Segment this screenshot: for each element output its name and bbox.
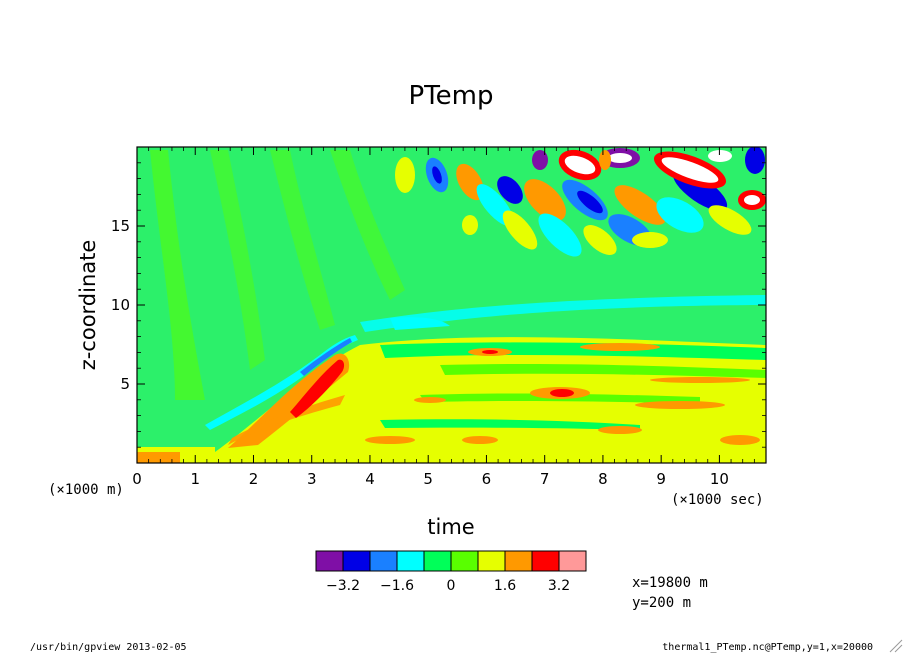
- x-unit-label: (×1000 sec): [671, 492, 764, 508]
- colorbar: −3.2 −1.6 0 1.6 3.2: [315, 550, 587, 594]
- colorbar-tick-label: 3.2: [548, 578, 570, 594]
- resize-grip-icon[interactable]: [889, 639, 903, 653]
- colorbar-tick-label: −1.6: [380, 578, 414, 594]
- contour-region: [708, 205, 752, 235]
- colorbar-swatch: [423, 550, 452, 572]
- y-axis: 5 10 15: [111, 162, 766, 448]
- contour-region: [137, 452, 180, 463]
- contour-region: [538, 213, 582, 257]
- contour-region: [228, 353, 350, 448]
- colorbar-swatch: [315, 550, 344, 572]
- colorbar-tick-label: 0: [447, 578, 456, 594]
- x-tick-label: 2: [249, 470, 259, 488]
- y-unit-label: (×1000 m): [48, 482, 124, 498]
- contour-region: [524, 179, 566, 221]
- y-axis-label: z-coordinate: [76, 240, 100, 371]
- contour-region: [608, 153, 632, 163]
- x-tick-label: 5: [423, 470, 433, 488]
- contour-region: [744, 195, 760, 205]
- contour-region: [708, 150, 732, 162]
- contour-region: [532, 150, 548, 170]
- x-tick-label: 0: [132, 470, 142, 488]
- y-position-annotation: y=200 m: [632, 595, 691, 611]
- contour-region: [502, 210, 538, 250]
- contour-region: [380, 342, 766, 360]
- contour-region: [745, 147, 765, 174]
- x-tick-label: 1: [190, 470, 200, 488]
- colorbar-swatch: [342, 550, 371, 572]
- contour-region: [632, 232, 668, 248]
- x-position-annotation: x=19800 m: [632, 575, 708, 591]
- chart-title: PTemp: [409, 81, 494, 111]
- y-tick-label: 15: [111, 217, 130, 235]
- contour-region: [599, 150, 611, 170]
- contour-region: [440, 363, 766, 378]
- contour-region: [290, 359, 345, 418]
- contour-region: [462, 215, 478, 235]
- contour-region: [150, 150, 205, 400]
- x-tick-label: 8: [598, 470, 608, 488]
- contour-region: [300, 338, 352, 376]
- contour-region: [497, 176, 523, 204]
- colorbar-swatch: [504, 550, 533, 572]
- contour-region: [432, 166, 442, 184]
- footer-left-text: /usr/bin/gpview 2013-02-05: [30, 642, 187, 653]
- y-tick-label: 10: [111, 296, 130, 314]
- x-tick-label: 9: [656, 470, 666, 488]
- contour-region: [270, 150, 335, 330]
- colorbar-swatch: [558, 550, 587, 572]
- contour-region: [564, 155, 596, 175]
- contour-region: [395, 157, 415, 193]
- contour-region: [614, 185, 666, 225]
- contour-region: [656, 197, 704, 233]
- contour-field: [137, 147, 766, 463]
- x-tick-label: 7: [540, 470, 550, 488]
- contour-region: [720, 435, 760, 445]
- contour-region: [598, 426, 642, 434]
- contour-region: [583, 225, 617, 255]
- colorbar-swatch: [531, 550, 560, 572]
- contour-region: [414, 397, 446, 403]
- contour-region: [210, 150, 265, 370]
- colorbar-swatch: [450, 550, 479, 572]
- colorbar-swatch: [396, 550, 425, 572]
- x-axis-label: time: [427, 515, 474, 539]
- contour-region: [661, 157, 719, 183]
- contour-region: [360, 295, 766, 332]
- contour-region: [550, 389, 574, 397]
- contour-region: [650, 377, 750, 383]
- x-tick-label: 6: [482, 470, 492, 488]
- footer-right-text: thermal1_PTemp.nc@PTemp,y=1,x=20000: [662, 642, 873, 653]
- contour-region: [330, 150, 405, 300]
- contour-region: [482, 350, 498, 354]
- x-tick-label: 3: [307, 470, 317, 488]
- x-tick-label: 10: [710, 470, 729, 488]
- colorbar-swatch: [369, 550, 398, 572]
- contour-region: [577, 190, 603, 214]
- colorbar-tick-label: 1.6: [494, 578, 516, 594]
- plot-area: [136, 146, 767, 464]
- contour-region: [635, 401, 725, 409]
- y-tick-label: 5: [120, 375, 130, 393]
- contour-region: [462, 436, 498, 444]
- colorbar-swatch: [477, 550, 506, 572]
- contour-region: [228, 395, 345, 445]
- x-axis: 0 1 2 3 4 5 6 7 8 9 10: [132, 147, 767, 488]
- contour-region: [580, 343, 660, 351]
- contour-region: [390, 317, 450, 330]
- colorbar-tick-label: −3.2: [326, 578, 360, 594]
- contour-region: [365, 436, 415, 444]
- x-tick-label: 4: [365, 470, 375, 488]
- contour-region: [380, 419, 640, 430]
